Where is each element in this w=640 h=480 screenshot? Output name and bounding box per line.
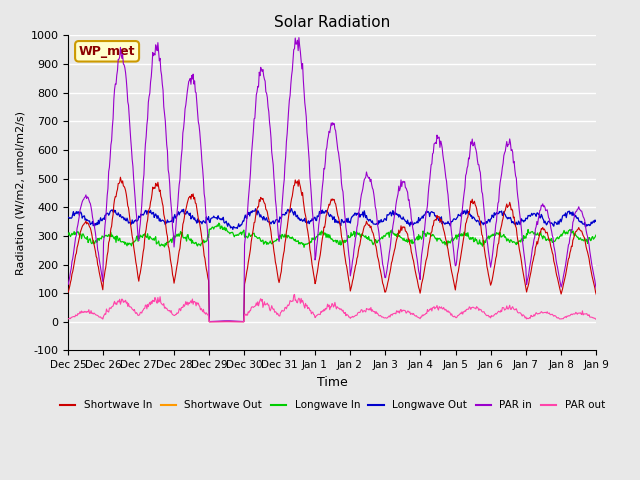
- Text: WP_met: WP_met: [79, 45, 135, 58]
- Legend: Shortwave In, Shortwave Out, Longwave In, Longwave Out, PAR in, PAR out: Shortwave In, Shortwave Out, Longwave In…: [56, 396, 609, 415]
- Y-axis label: Radiation (W/m2, umol/m2/s): Radiation (W/m2, umol/m2/s): [15, 111, 25, 275]
- X-axis label: Time: Time: [317, 376, 348, 389]
- Title: Solar Radiation: Solar Radiation: [274, 15, 390, 30]
